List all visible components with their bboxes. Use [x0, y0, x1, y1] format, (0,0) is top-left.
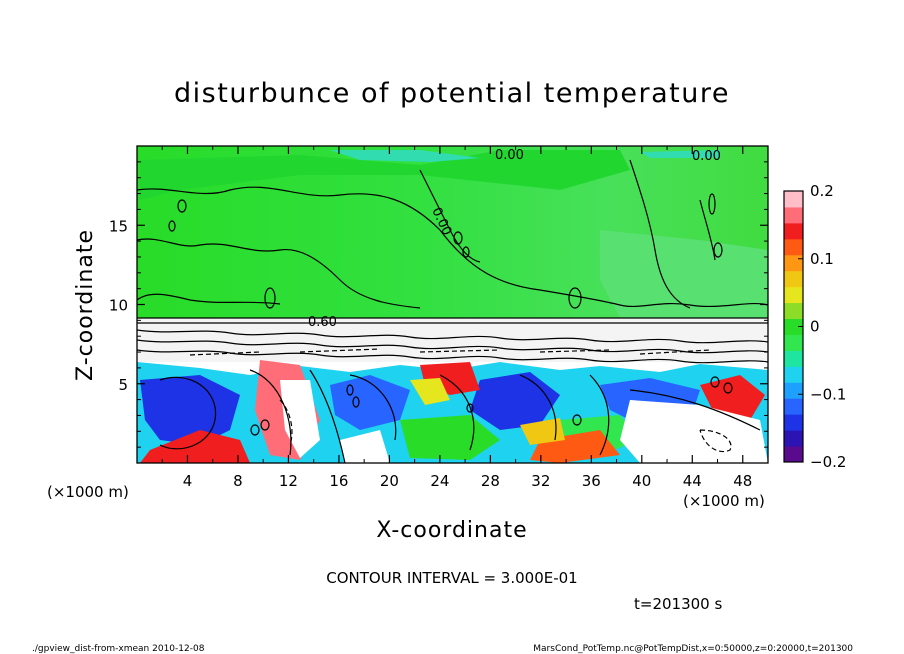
colorbar-segment: [784, 366, 803, 383]
lower-green-region: [400, 415, 500, 460]
colorbar-tick-label: 0: [810, 318, 820, 336]
heatmap-field: 0.00 0.00 0.00 0.60: [137, 146, 768, 463]
y-axis: 5 10 15: [109, 161, 768, 448]
x-tick-label: 24: [430, 472, 449, 490]
lower-blue-region: [330, 375, 410, 430]
colorbar-segment: [784, 206, 803, 224]
colorbar-segment: [784, 430, 803, 447]
lower-yellow-region: [410, 378, 450, 405]
x-tick-label: 48: [733, 472, 752, 490]
x-axis-title: X-coordinate: [376, 518, 527, 543]
y-axis-title: Z-coordinate: [73, 229, 98, 381]
x-tick-label: 20: [380, 472, 399, 490]
colorbar-segment: [784, 382, 803, 399]
upper-patch: [600, 230, 768, 318]
colorbar-segment: [784, 254, 803, 272]
lower-white-region: [340, 430, 390, 463]
colorbar-segment: [784, 222, 803, 240]
colorbar-segment: [784, 334, 803, 351]
x-tick-label: 44: [683, 472, 702, 490]
colorbar-segment: [784, 318, 803, 335]
x-tick-label: 16: [329, 472, 348, 490]
lower-yellow-region: [520, 418, 565, 445]
x-unit-right: (×1000 m): [683, 492, 765, 510]
upper-patch: [140, 150, 630, 200]
colorbar-tick-label: 0.2: [810, 182, 834, 200]
contour-lines: [137, 159, 768, 463]
lower-white-region: [620, 400, 768, 463]
footer-right: MarsCond_PotTemp.nc@PotTempDist,x=0:5000…: [533, 644, 853, 654]
chart-title: disturbunce of potential temperature: [174, 78, 730, 109]
colorbar: [783, 190, 804, 463]
x-tick-label: 28: [481, 472, 500, 490]
colorbar-tick-label: −0.1: [810, 385, 846, 403]
x-tick-label: 4: [183, 472, 193, 490]
y-tick-label: 5: [118, 376, 128, 394]
x-tick-label: 40: [632, 472, 651, 490]
x-tick-label: 32: [531, 472, 550, 490]
colorbar-segment: [784, 414, 803, 431]
contour-interval: CONTOUR INTERVAL = 3.000E-01: [326, 569, 577, 587]
colorbar-ticks: 0.2 0.1 0 −0.1 −0.2: [798, 182, 846, 471]
lower-warm-region: [140, 430, 250, 463]
colorbar-segment: [784, 270, 803, 288]
colorbar-segment: [784, 286, 803, 304]
y-tick-label: 15: [109, 217, 128, 235]
colorbar-segment: [784, 446, 803, 463]
colorbar-segment: [784, 350, 803, 367]
time-label: t=201300 s: [634, 595, 722, 613]
x-tick-label: 8: [233, 472, 243, 490]
x-unit-left: (×1000 m): [47, 483, 129, 501]
upper-patch: [640, 150, 720, 158]
upper-patch: [330, 150, 480, 162]
contour-label: 0.00: [495, 148, 524, 163]
colorbar-segment: [784, 238, 803, 256]
colorbar-segment: [784, 398, 803, 415]
x-tick-label: 12: [279, 472, 298, 490]
lower-white-region: [280, 380, 320, 458]
y-tick-label: 10: [109, 297, 128, 315]
colorbar-segment: [784, 302, 803, 320]
colorbar-segment: [784, 191, 803, 208]
contour-label: 0.60: [308, 315, 337, 330]
footer-left: ./gpview_dist-from-xmean 2010-12-08: [32, 644, 205, 654]
colorbar-tick-label: 0.1: [810, 250, 834, 268]
x-tick-label: 36: [582, 472, 601, 490]
x-axis: 4 8 12 16 20 24 28 32 36 40 44 48: [161, 146, 752, 490]
lower-blue-region: [140, 375, 240, 445]
contour-label: 0.00: [692, 149, 721, 164]
colorbar-tick-label: −0.2: [810, 453, 846, 471]
